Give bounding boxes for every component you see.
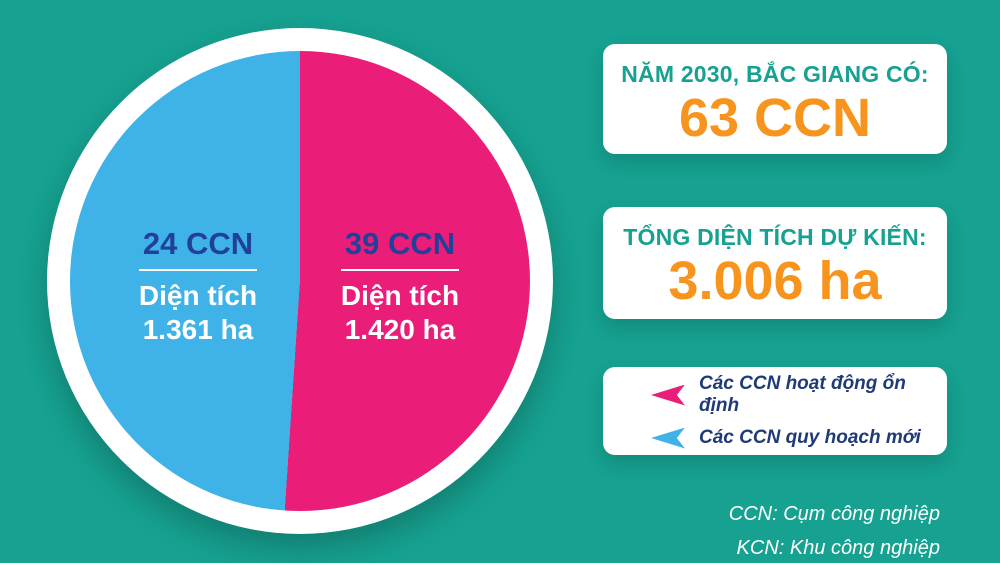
pie-label-count: 24 CCN bbox=[138, 226, 258, 271]
pie-chart bbox=[70, 51, 530, 511]
legend-label: Các CCN hoạt động ổn định bbox=[699, 373, 906, 416]
stat-title: NĂM 2030, BẮC GIANG CÓ: bbox=[621, 61, 929, 87]
pie-label-value: 1.420 ha bbox=[344, 314, 456, 346]
pie-label-stable-ccn: 39 CCN Diện tích 1.420 ha bbox=[305, 226, 495, 347]
stat-value: 63 CCN bbox=[678, 88, 872, 148]
pink-arrow-icon bbox=[651, 384, 685, 406]
legend-row-stable: Các CCN hoạt động ổn định bbox=[651, 373, 947, 417]
pie-label-sublabel: Diện tích bbox=[138, 280, 258, 311]
pie-label-new-ccn: 24 CCN Diện tích 1.361 ha bbox=[103, 226, 293, 347]
footnote-kcn: KCN: Khu công nghiệp bbox=[736, 536, 940, 559]
blue-arrow-icon bbox=[651, 427, 685, 449]
footnotes: CCN: Cụm công nghiệp KCN: Khu công nghiệ… bbox=[729, 498, 940, 565]
stat-value: 3.006 ha bbox=[668, 251, 882, 311]
stat-title: TỔNG DIỆN TÍCH DỰ KIẾN: bbox=[623, 224, 927, 250]
legend-row-new: Các CCN quy hoạch mới bbox=[651, 427, 947, 449]
footnote-ccn: CCN: Cụm công nghiệp bbox=[728, 503, 940, 525]
legend-label: Các CCN quy hoạch mới bbox=[699, 427, 921, 448]
pie-label-value: 1.361 ha bbox=[142, 314, 254, 346]
pie-label-sublabel: Diện tích bbox=[340, 280, 460, 311]
legend: Các CCN hoạt động ổn định Các CCN quy ho… bbox=[603, 367, 947, 455]
stat-card-total-ccn: NĂM 2030, BẮC GIANG CÓ: 63 CCN bbox=[603, 44, 947, 154]
pie-label-count: 39 CCN bbox=[340, 226, 460, 271]
stat-card-total-area: TỔNG DIỆN TÍCH DỰ KIẾN: 3.006 ha bbox=[603, 207, 947, 319]
pie-chart-container: 24 CCN Diện tích 1.361 ha 39 CCN Diện tí… bbox=[47, 28, 553, 534]
